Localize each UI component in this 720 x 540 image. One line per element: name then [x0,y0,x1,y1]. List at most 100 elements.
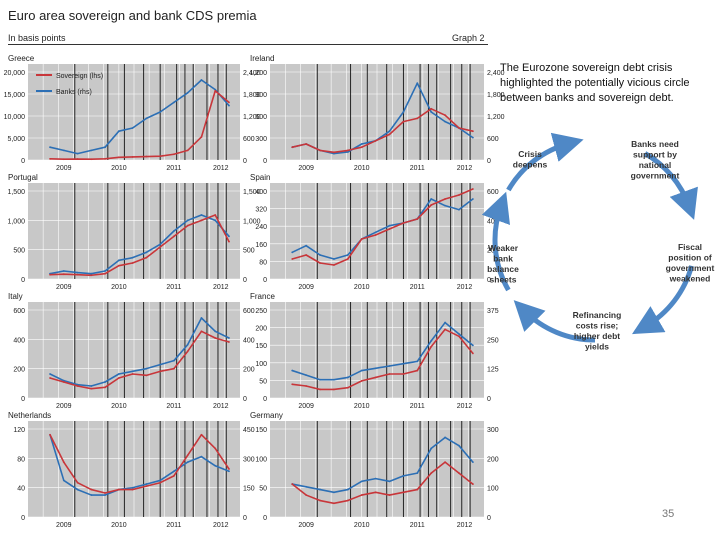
data-point [200,317,203,319]
data-point [333,152,335,155]
data-point [402,362,405,365]
left-tick-label: 250 [255,308,267,315]
figure-title: Euro area sovereign and bank CDS premia [8,8,257,23]
data-point [173,101,175,104]
x-tick-label: 2011 [166,522,181,529]
data-point [104,146,106,149]
right-tick-label: 500 [243,248,255,255]
data-point [228,468,230,470]
series-line-banks [49,434,230,496]
data-point [374,491,377,494]
data-point [173,474,175,477]
data-point [200,330,203,333]
left-tick-label: 150 [255,343,267,350]
right-tick-label: 2,400 [487,70,505,77]
data-point [333,264,335,266]
right-tick-label: 0 [487,396,491,403]
data-point [458,333,460,335]
data-point [319,499,321,502]
data-point [360,369,363,372]
data-point [360,238,363,240]
series-line-sovereign [49,433,230,494]
panel-title: Germany [250,411,283,420]
data-point [159,481,162,484]
left-tick-label: 80 [259,259,267,266]
data-point [458,208,460,211]
data-point [444,204,446,207]
data-point [90,387,93,390]
data-point [471,461,474,464]
x-tick-label: 2012 [457,284,473,291]
data-point [76,271,79,274]
cycle-arrow [643,151,698,220]
data-point [458,127,460,129]
x-tick-label: 2012 [457,522,473,529]
panel-netherlands: 0 40 80 120 0 150 300 450 2009 2010 2011 2012 Nether… [8,411,255,529]
series-line-sovereign [50,90,230,161]
data-point [471,483,474,485]
data-point [159,111,162,113]
left-tick-label: 50 [259,378,267,385]
data-point [430,472,433,475]
left-tick-label: 240 [255,224,267,231]
right-tick-label: 600 [487,136,499,143]
cycle-node-label: Weaker bank balance sheets [487,243,519,285]
data-point [62,381,65,383]
data-point [228,101,230,104]
panel-title: Greece [8,54,35,63]
data-point [374,367,377,370]
right-tick-label: 0 [487,277,491,284]
data-point [214,330,217,333]
data-point [159,479,162,482]
x-tick-label: 2011 [410,165,425,172]
data-point [131,488,134,491]
data-point [62,149,65,152]
data-point [430,345,433,348]
cycle-node-label: Fiscal position of government weakened [666,242,715,284]
right-tick-label: 0 [243,158,247,165]
data-point [458,194,460,196]
data-point [90,488,93,491]
x-tick-label: 2010 [354,284,370,291]
left-tick-label: 100 [255,361,267,368]
data-point [186,343,189,346]
data-point [214,337,217,339]
data-point [228,341,230,343]
series-line-banks [49,317,230,387]
data-point [228,337,230,339]
left-tick-label: 15,000 [4,92,26,99]
data-point [402,120,405,123]
data-point [117,259,120,262]
x-tick-label: 2009 [56,284,72,291]
data-point [305,244,308,247]
x-tick-label: 2010 [111,522,127,529]
left-tick-label: 150 [255,427,267,434]
right-tick-label: 600 [243,136,255,143]
x-tick-label: 2011 [410,284,425,291]
data-point [333,151,335,154]
series-line-banks [291,321,474,381]
data-point [291,383,294,386]
data-point [145,251,148,254]
data-point [62,461,65,464]
data-point [346,376,349,379]
data-point [360,146,363,149]
data-point [346,488,349,491]
data-point [214,447,217,450]
data-point [430,111,433,113]
left-tick-label: 500 [13,248,25,255]
left-tick-label: 200 [255,326,267,333]
data-point [131,256,134,259]
title-rule [8,44,488,45]
right-tick-label: 375 [487,308,499,315]
data-point [388,480,391,483]
series-line-sovereign [292,108,474,154]
data-point [104,381,106,383]
left-tick-label: 50 [259,486,267,493]
data-point [346,151,349,153]
right-tick-label: 1,800 [487,92,505,99]
left-tick-label: 0 [263,158,267,165]
data-point [186,219,189,222]
data-point [186,350,189,353]
